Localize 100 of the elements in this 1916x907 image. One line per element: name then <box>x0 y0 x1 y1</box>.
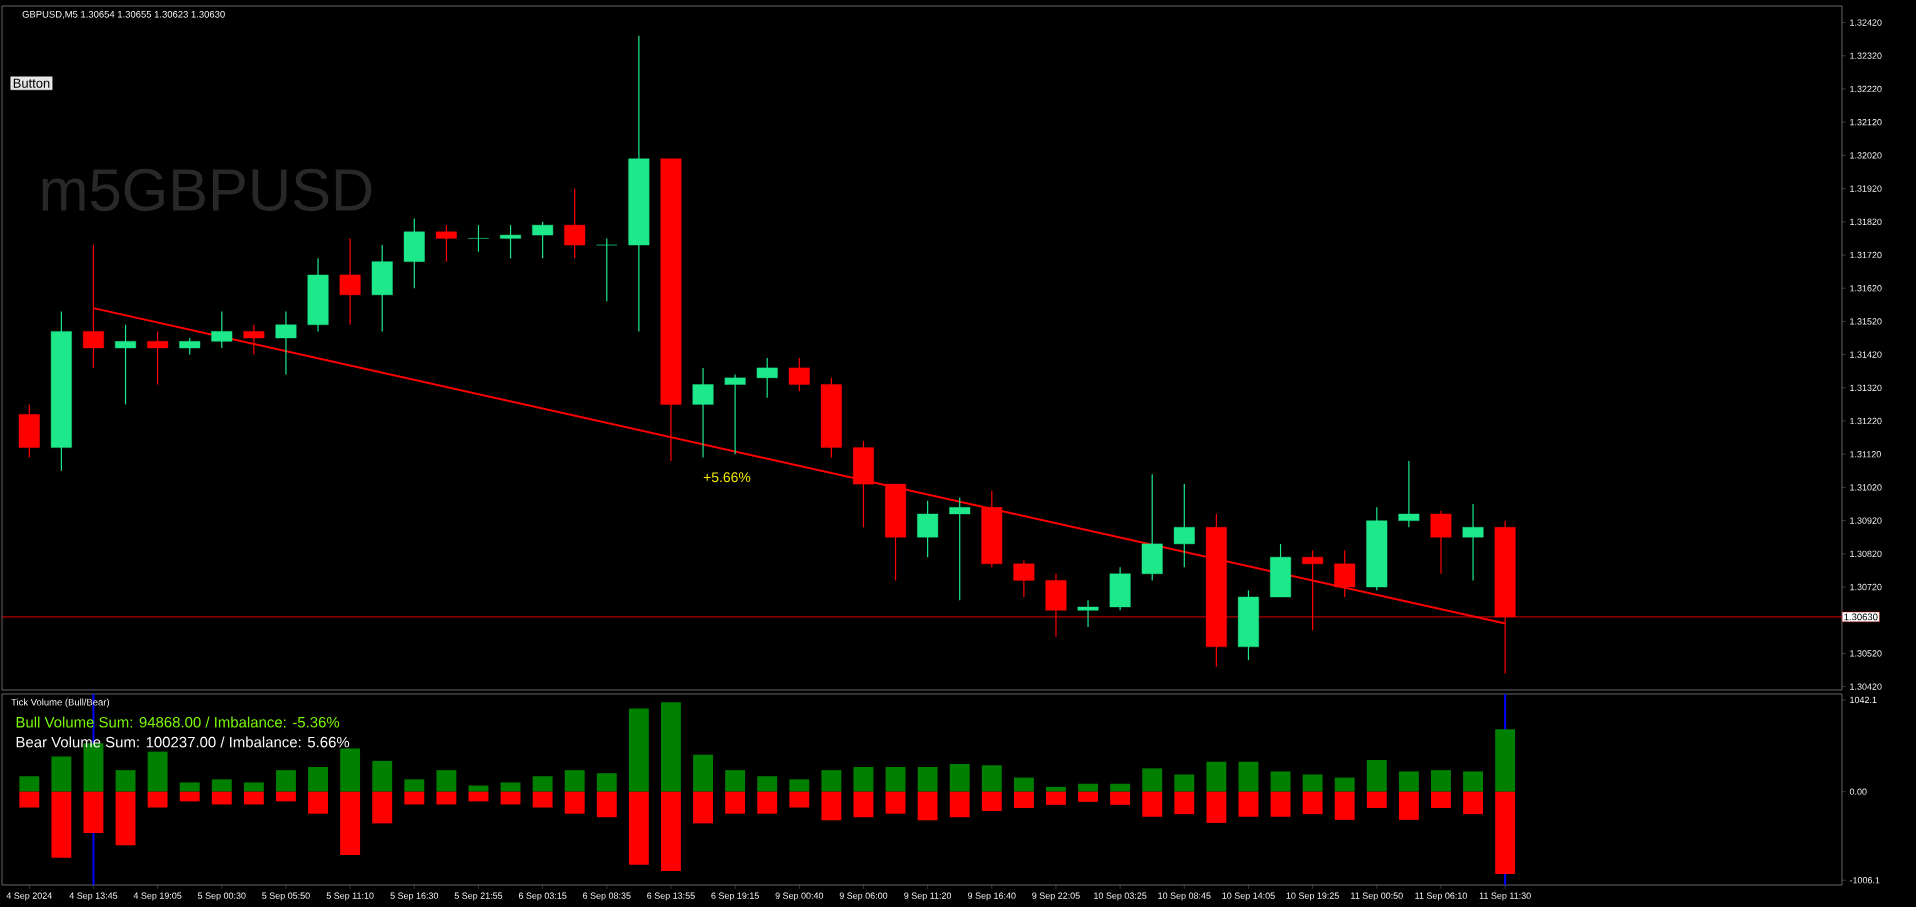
x-tick-label: 10 Sep 08:45 <box>1158 892 1211 901</box>
bar <box>725 791 746 814</box>
y-tick-label: 1.32220 <box>1850 85 1882 93</box>
bar <box>404 779 425 792</box>
bar <box>1302 774 1323 792</box>
bar <box>981 765 1002 792</box>
bar <box>276 791 296 802</box>
bar <box>1206 791 1227 823</box>
bar <box>1270 771 1291 792</box>
y-tick-label: 1042.1 <box>1850 696 1877 704</box>
bar <box>1398 791 1419 820</box>
y-tick-label: 1.30820 <box>1850 550 1882 558</box>
bar <box>468 785 489 792</box>
bar <box>1463 791 1483 815</box>
bar <box>1238 761 1259 792</box>
bar <box>372 760 393 792</box>
x-tick-label: 10 Sep 14:05 <box>1222 892 1275 901</box>
bar <box>1495 791 1516 874</box>
candlestick <box>917 500 939 558</box>
chart-title: GBPUSD,M5 1.30654 1.30655 1.30623 1.30630 <box>22 10 225 19</box>
y-tick-label: 1.32020 <box>1850 152 1882 159</box>
bar <box>1046 791 1066 805</box>
candlestick <box>1173 483 1195 568</box>
x-tick-label: 5 Sep 21:55 <box>454 892 503 901</box>
x-tick-label: 11 Sep 06:10 <box>1415 892 1467 901</box>
bar <box>949 763 970 792</box>
y-tick-label: 1.31720 <box>1850 251 1882 259</box>
bar <box>211 779 232 792</box>
x-tick-label: 9 Sep 16:40 <box>968 892 1016 901</box>
bar <box>789 791 810 808</box>
bar <box>340 748 361 792</box>
bar <box>1431 770 1451 792</box>
bar <box>596 791 617 818</box>
candlestick <box>1398 460 1420 528</box>
candlestick <box>275 310 297 376</box>
x-tick-label: 6 Sep 08:35 <box>583 892 631 901</box>
bar <box>532 776 553 792</box>
bar <box>661 702 681 792</box>
bar <box>115 791 136 846</box>
y-tick-label: 1.31320 <box>1850 384 1882 392</box>
bar <box>83 791 104 834</box>
bar <box>1463 771 1483 792</box>
bar <box>115 770 136 792</box>
annotation: +5.66% <box>703 472 751 483</box>
x-tick-label: 4 Sep 13:45 <box>69 892 118 901</box>
bar <box>51 791 72 858</box>
bar <box>693 791 713 824</box>
x-tick-label: 10 Sep 03:25 <box>1094 892 1147 901</box>
bar <box>725 770 746 792</box>
bar <box>1142 768 1163 792</box>
bar <box>243 791 264 805</box>
y-tick-label: 1.32120 <box>1850 119 1882 126</box>
x-tick-label: 11 Sep 11:30 <box>1479 892 1531 901</box>
x-tick-label: 11 Sep 00:50 <box>1351 892 1403 901</box>
y-tick-label: 1.32320 <box>1850 52 1882 59</box>
bar <box>19 776 40 792</box>
ref-line-label: 1.30630 <box>1844 613 1878 621</box>
bar <box>1110 791 1131 805</box>
bar <box>1078 791 1098 802</box>
bar <box>1013 791 1034 808</box>
candlestick <box>1462 503 1484 582</box>
bar <box>1398 771 1419 792</box>
bar <box>821 791 842 821</box>
candlestick <box>1077 599 1099 628</box>
candlestick <box>211 310 233 349</box>
bar <box>917 791 938 821</box>
candlestick <box>564 188 586 259</box>
bar <box>596 773 617 792</box>
candlestick <box>1334 549 1356 598</box>
bar <box>147 791 168 808</box>
y-tick-label: 1.30420 <box>1850 683 1882 690</box>
candlestick <box>724 373 746 455</box>
bar <box>789 779 810 792</box>
x-tick-label: 9 Sep 06:00 <box>839 892 888 901</box>
y-tick-label: 1.31020 <box>1850 484 1882 491</box>
bar <box>211 791 232 805</box>
bar <box>1366 791 1387 808</box>
bar <box>981 791 1002 812</box>
candlestick <box>115 324 136 406</box>
x-tick-label: 6 Sep 13:55 <box>647 892 695 901</box>
bar <box>885 791 906 814</box>
candlestick <box>243 324 265 356</box>
bar <box>564 770 585 792</box>
bar <box>628 791 649 865</box>
y-tick-label: -1006.1 <box>1849 877 1880 884</box>
bar <box>885 767 906 792</box>
candlestick <box>756 357 778 399</box>
bar <box>693 754 713 792</box>
y-tick-label: 1.31420 <box>1850 351 1882 358</box>
bar <box>436 791 457 805</box>
bar <box>1206 761 1227 792</box>
bar <box>308 791 328 814</box>
bar <box>853 767 874 792</box>
bar <box>1110 783 1131 792</box>
y-tick-label: 1.31220 <box>1850 417 1882 425</box>
bar <box>532 791 553 808</box>
x-tick-label: 5 Sep 00:30 <box>197 892 246 901</box>
bar <box>1174 774 1195 792</box>
bar <box>853 791 874 818</box>
bar <box>1270 791 1291 817</box>
